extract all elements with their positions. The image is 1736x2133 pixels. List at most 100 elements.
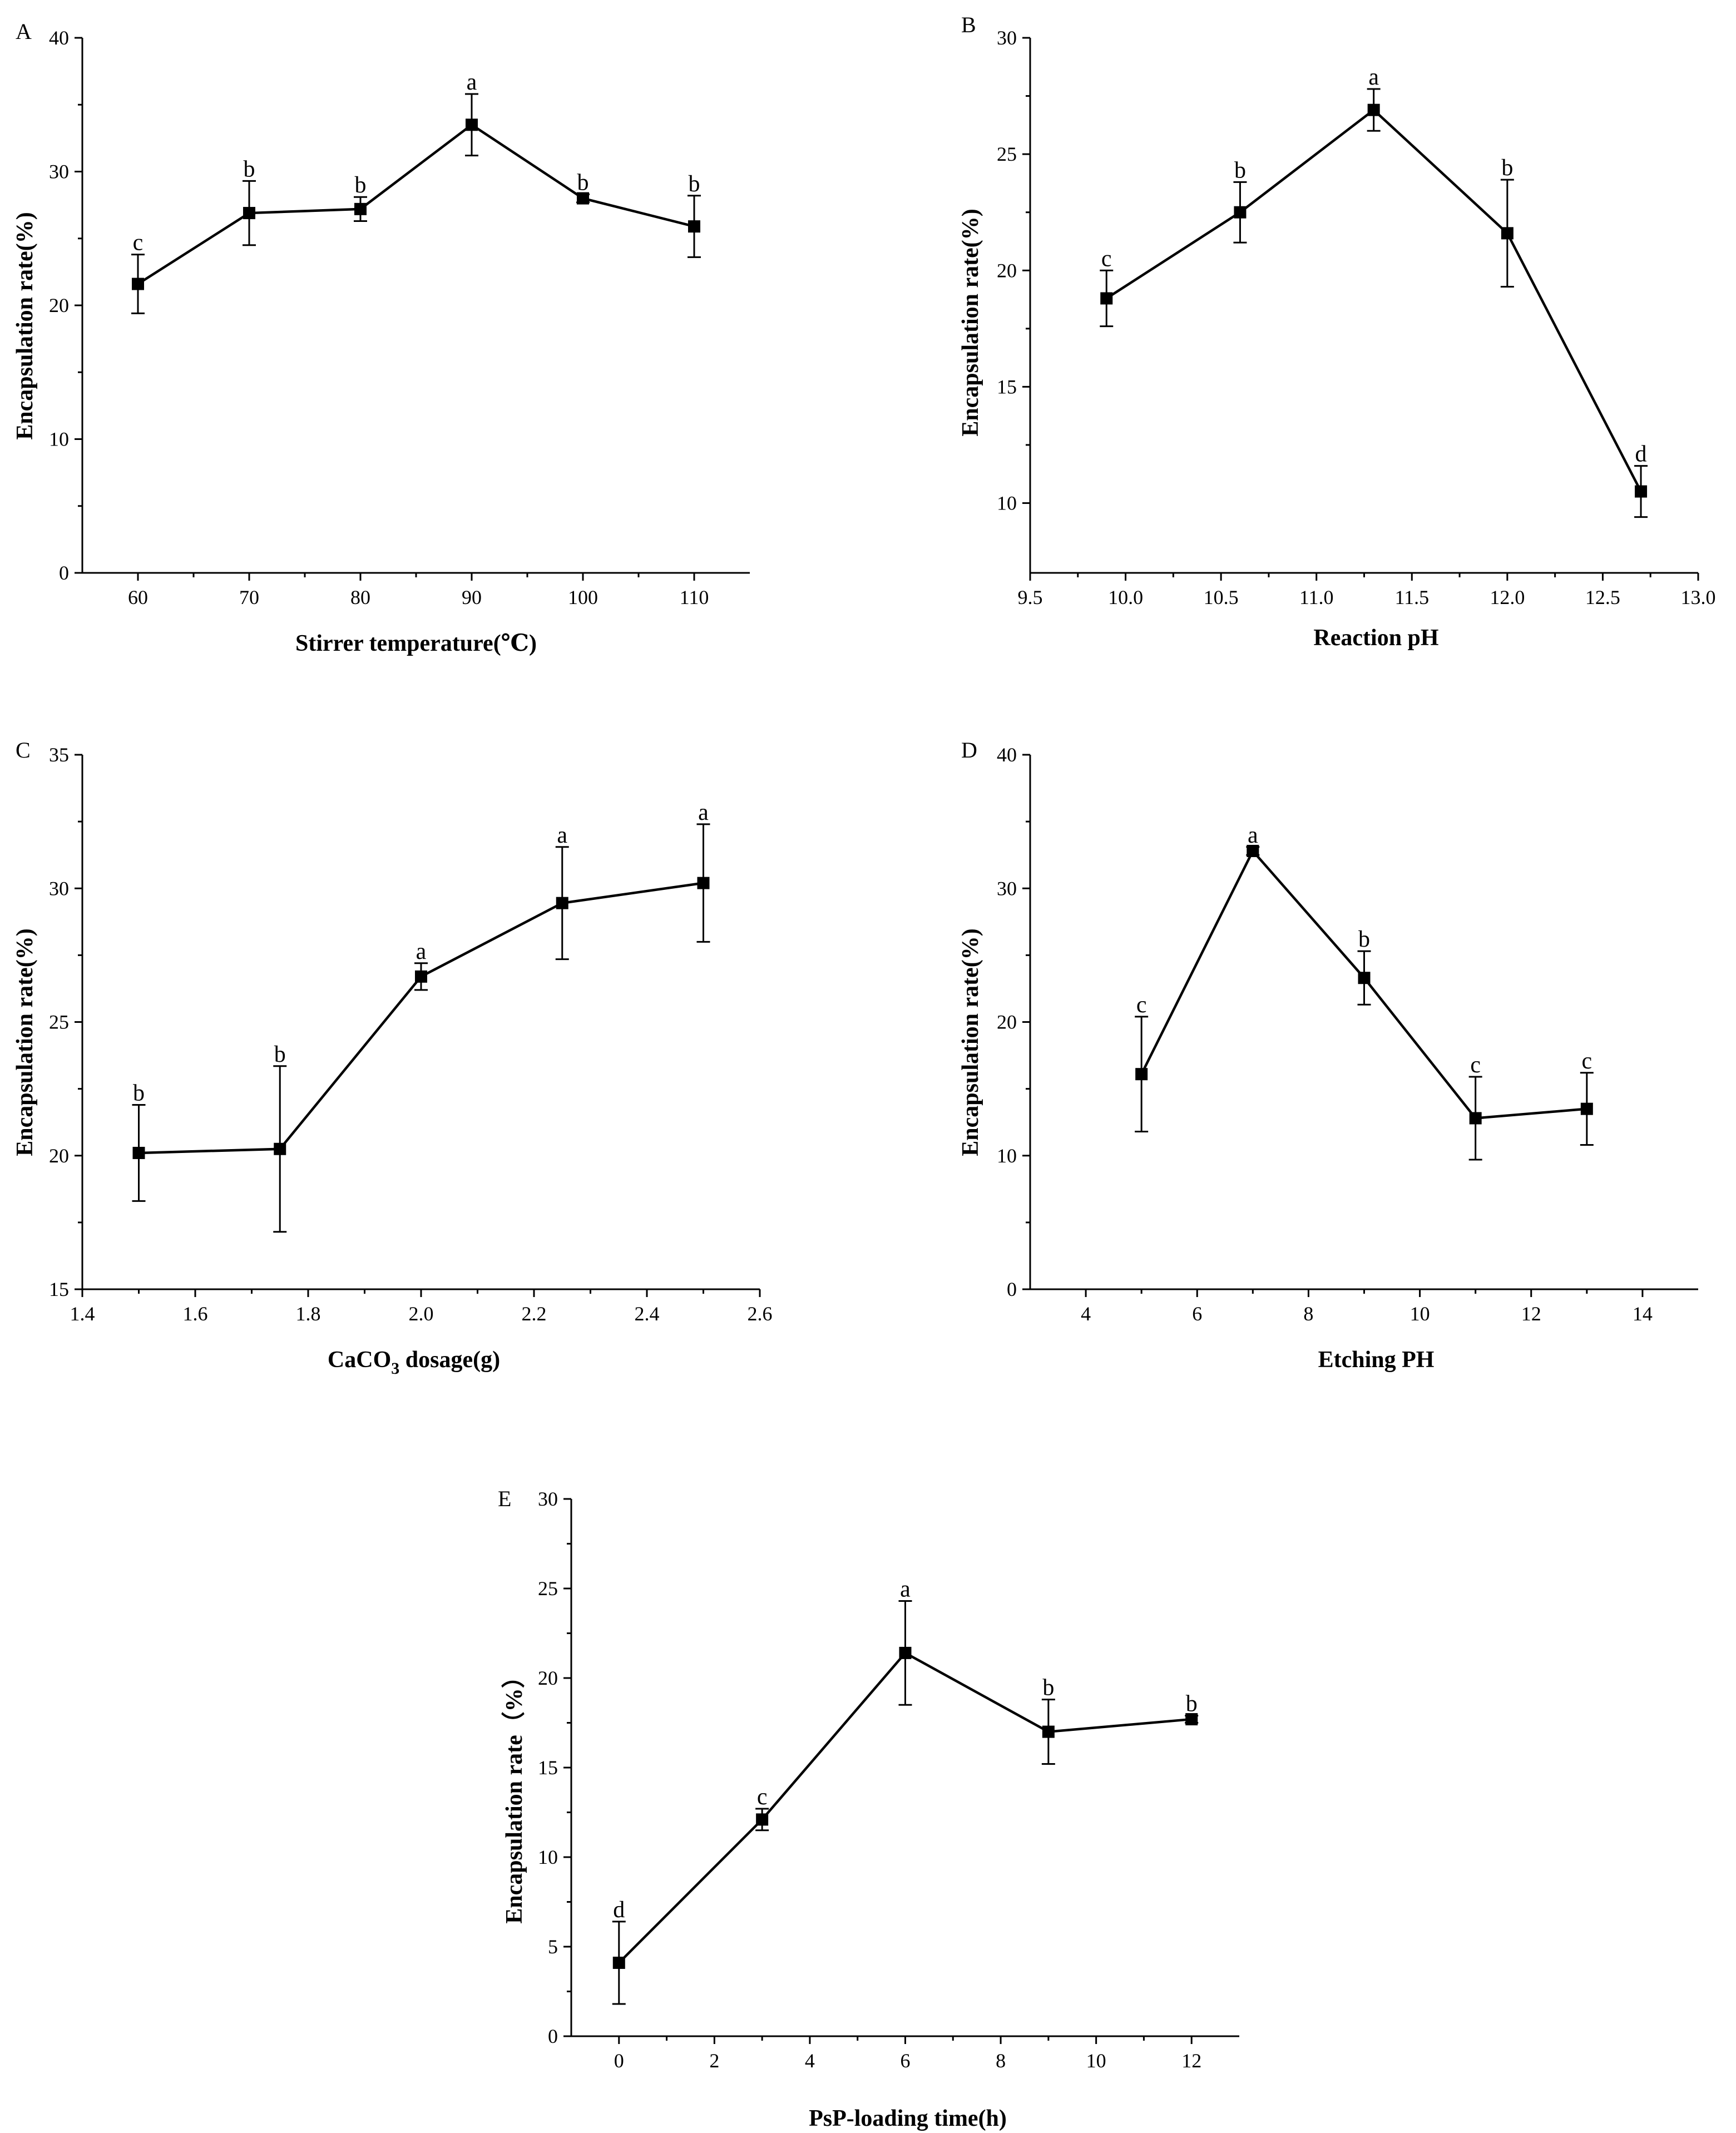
panel-A-x-tick-label: 70	[239, 586, 259, 608]
panel-D-x-tick-label: 4	[1081, 1303, 1091, 1325]
panel-C-xlabel-main: CaCO	[328, 1347, 391, 1373]
panel-B-y-tick-label: 25	[997, 143, 1017, 165]
panel-A-series-line	[137, 123, 695, 285]
panel-C-data-point	[132, 1146, 145, 1159]
panel-C-significance-letter: a	[557, 823, 567, 848]
panel-E-significance-letter: a	[900, 1577, 911, 1602]
panel-B-significance-letter: d	[1635, 442, 1647, 467]
panel-E-significance-letter: c	[757, 1784, 768, 1810]
panel-B-data-point	[1635, 485, 1648, 498]
panel-B-data-point	[1100, 292, 1113, 305]
panel-A-data-point	[243, 207, 255, 220]
panel-B-series-line	[1106, 108, 1643, 492]
panel-D-data-point	[1135, 1068, 1148, 1081]
panel-C-xlabel-sub: 3	[391, 1359, 399, 1378]
panel-A-data-point	[577, 192, 589, 205]
panel-C-x-tick-label: 1.8	[296, 1303, 321, 1325]
panel-E-y-tick-label: 0	[548, 2025, 558, 2047]
panel-E-data-point	[756, 1813, 769, 1826]
panel-C-data-point	[415, 970, 427, 983]
panel-D-ylabel: Encapsulation rate(%)	[958, 928, 983, 1156]
panel-A-y-tick-label: 10	[49, 428, 69, 451]
panel-D-data-point	[1247, 844, 1259, 857]
panel-E-y-tick-label: 20	[538, 1667, 558, 1689]
panel-D-x-tick-label: 12	[1521, 1303, 1541, 1325]
panel-B-label: B	[961, 12, 976, 37]
panel-A-y-tick-label: 20	[49, 294, 69, 316]
panel-E-x-tick-label: 4	[805, 2050, 815, 2072]
panel-C-x-tick-label: 1.4	[70, 1303, 95, 1325]
panel-B-x-tick-label: 11.0	[1299, 586, 1334, 608]
panel-A-x-tick-label: 60	[128, 586, 148, 608]
panel-A-y-tick-label: 40	[49, 27, 69, 49]
panel-B-x-tick-label: 13.0	[1681, 586, 1716, 608]
panel-E-y-tick-label: 25	[538, 1577, 558, 1600]
panel-C-data-point	[274, 1142, 286, 1155]
panel-B-xlabel: Reaction pH	[1313, 625, 1438, 651]
panel-A-data-point	[688, 220, 700, 233]
panel-C-x-tick-label: 2.4	[635, 1303, 660, 1325]
panel-B-significance-letter: c	[1101, 246, 1112, 271]
panel-A-data-point	[354, 202, 367, 215]
panel-A-significance-letter: b	[689, 171, 700, 197]
panel-B-y-tick-label: 30	[997, 27, 1017, 49]
panel-A-significance-letter: b	[355, 172, 367, 198]
panel-B-data-point	[1367, 103, 1380, 116]
panel-A-significance-letter: c	[133, 230, 144, 256]
panel-A: A Encapsulation rate(%) Stirrer temperat…	[12, 19, 750, 656]
panel-D-x-tick-label: 8	[1303, 1303, 1313, 1325]
panel-C-x-tick-label: 2.0	[409, 1303, 434, 1325]
panel-E-significance-letter: b	[1042, 1675, 1054, 1701]
panel-D-data-point	[1358, 972, 1371, 984]
panel-A-x-tick-label: 80	[350, 586, 370, 608]
panel-A-x-tick-label: 90	[462, 586, 482, 608]
panel-D-significance-letter: c	[1470, 1052, 1481, 1078]
panel-D-significance-letter: b	[1358, 927, 1370, 952]
panel-B-y-tick-label: 15	[997, 375, 1017, 398]
panel-A-significance-letter: a	[467, 70, 477, 95]
panel-A-x-tick-label: 100	[568, 586, 598, 608]
panel-E: E Encapsulation rate（%） PsP-loading time…	[498, 1486, 1239, 2131]
panel-A-ylabel: Encapsulation rate(%)	[12, 212, 38, 440]
panel-D-data-point	[1469, 1112, 1482, 1125]
panel-E-y-tick-label: 10	[538, 1846, 558, 1868]
panel-C-data-point	[556, 897, 568, 909]
panel-D-y-tick-label: 20	[997, 1011, 1017, 1033]
panel-C-y-tick-label: 30	[49, 877, 69, 899]
panel-C-y-tick-label: 35	[49, 744, 69, 766]
panel-B-significance-letter: a	[1368, 65, 1379, 90]
panel-E-y-tick-label: 5	[548, 1936, 558, 1958]
panel-A-data-point	[132, 278, 144, 290]
panel-C-xlabel: CaCO3 dosage(g)	[328, 1347, 500, 1378]
panel-B-data-point	[1501, 227, 1514, 240]
panel-C-significance-letter: b	[133, 1080, 145, 1106]
panel-E-data-point	[899, 1646, 912, 1659]
panel-C-label: C	[16, 738, 31, 763]
panel-D-significance-letter: c	[1582, 1048, 1592, 1074]
panel-E-x-tick-label: 6	[901, 2050, 911, 2072]
panel-B-y-tick-label: 10	[997, 492, 1017, 514]
panel-E-x-tick-label: 10	[1086, 2050, 1106, 2072]
panel-E-data-point	[612, 1956, 625, 1969]
panel-E-label: E	[498, 1486, 511, 1511]
panel-A-significance-letter: b	[577, 170, 589, 195]
panel-C-data-point	[697, 877, 710, 889]
panel-D-y-tick-label: 40	[997, 744, 1017, 766]
panel-B-significance-letter: b	[1501, 155, 1513, 181]
panel-D-data-point	[1580, 1102, 1593, 1115]
panel-D-x-tick-label: 10	[1410, 1303, 1430, 1325]
panel-B: B Encapsulation rate(%) Reaction pH 10 15…	[958, 12, 1716, 651]
panel-C-x-tick-label: 2.2	[522, 1303, 547, 1325]
panel-C-y-tick-label: 20	[49, 1145, 69, 1167]
panel-A-xlabel: Stirrer temperature(℃)	[295, 631, 537, 656]
panel-E-xlabel: PsP-loading time(h)	[809, 2106, 1007, 2131]
panel-A-y-tick-label: 30	[49, 161, 69, 183]
panel-D-significance-letter: a	[1248, 823, 1258, 848]
panel-B-data-point	[1234, 206, 1247, 219]
panel-C-x-tick-label: 2.6	[748, 1303, 773, 1325]
panel-C: C Encapsulation rate(%) CaCO3 dosage(g) …	[12, 738, 773, 1378]
panel-E-ylabel: Encapsulation rate（%）	[501, 1665, 527, 1924]
panel-B-x-tick-label: 9.5	[1018, 586, 1043, 608]
panel-E-data-point	[1042, 1725, 1055, 1738]
